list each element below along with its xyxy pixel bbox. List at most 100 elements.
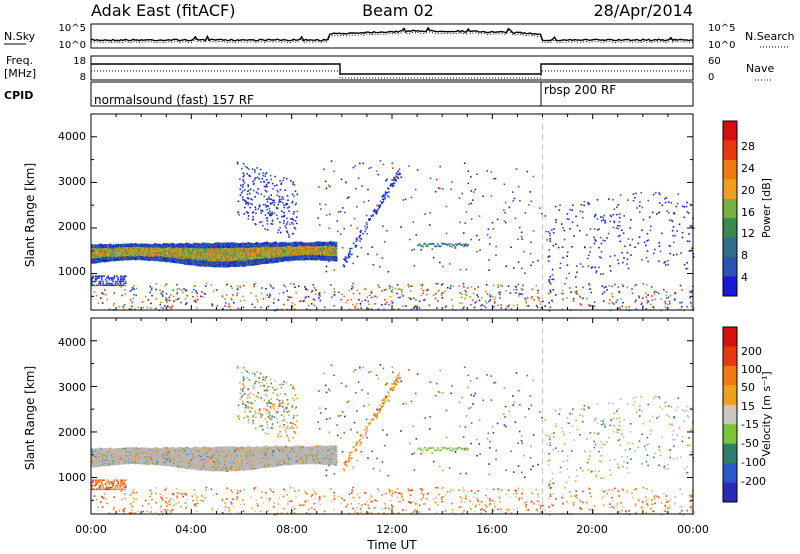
power-cell [101, 251, 104, 253]
power-cell [130, 243, 133, 246]
power-cell [102, 257, 104, 259]
power-cell [211, 253, 213, 256]
power-cell [95, 248, 97, 251]
power-cell [214, 252, 217, 255]
power-cell [211, 248, 213, 251]
power-cell [190, 243, 192, 246]
power-cell [118, 255, 120, 257]
power-cell [188, 259, 190, 262]
power-cell [211, 261, 213, 263]
power-cell [98, 243, 100, 246]
power-cell [199, 252, 201, 255]
power-cell [170, 260, 173, 262]
power-cell [167, 258, 169, 261]
power-cell [121, 254, 124, 257]
power-cell [186, 261, 189, 263]
power-cell [169, 258, 171, 260]
power-cell [125, 253, 127, 256]
power-cell [256, 245, 258, 248]
power-cell [129, 251, 132, 254]
power-cell [210, 259, 212, 262]
power-cell [276, 258, 278, 260]
power-cell [242, 260, 244, 262]
power-cell [213, 247, 215, 249]
power-cell [98, 260, 101, 262]
power-cell [103, 249, 105, 252]
power-cell [137, 245, 140, 247]
power-cell [236, 264, 239, 267]
power-cell [260, 247, 262, 250]
power-cell [123, 258, 126, 260]
power-cell [181, 245, 183, 248]
power-cell [166, 245, 169, 247]
power-cell [139, 258, 141, 261]
power-cell [123, 253, 126, 256]
power-cell [169, 256, 171, 258]
power-cell [126, 253, 128, 255]
power-cell [211, 249, 213, 252]
power-cell [206, 254, 209, 256]
power-cell [213, 264, 216, 266]
power-cell [249, 257, 251, 259]
power-cell [165, 256, 168, 259]
power-cell [193, 263, 196, 266]
power-cell [108, 259, 111, 261]
power-cell [264, 259, 267, 261]
power-cell [162, 251, 164, 253]
power-cell [101, 246, 104, 248]
power-cell [126, 254, 128, 257]
power-cell [112, 248, 114, 251]
power-cell [249, 256, 251, 259]
power-cell [277, 244, 279, 247]
power-cell [197, 256, 199, 259]
power-cell [93, 257, 96, 259]
power-cell [183, 256, 185, 259]
power-cell [278, 248, 280, 250]
power-cell [277, 256, 279, 259]
power-cell [221, 242, 224, 244]
power-cell [190, 245, 192, 248]
power-cell [172, 253, 175, 255]
power-cell [151, 258, 154, 260]
power-cell [268, 259, 270, 262]
power-cell [237, 255, 240, 258]
power-cell [199, 243, 201, 245]
power-cell [134, 254, 137, 256]
power-cell [217, 249, 219, 252]
power-cell [164, 260, 167, 263]
power-cell [145, 253, 147, 255]
power-cell [194, 244, 197, 246]
power-cell [262, 252, 264, 255]
power-cell [195, 262, 198, 265]
power-cell [272, 245, 275, 248]
power-cell [189, 252, 191, 254]
power-cell [117, 252, 119, 255]
power-cell [218, 259, 220, 261]
power-cell [228, 243, 231, 246]
power-cell [234, 248, 236, 251]
power-cell [219, 256, 221, 258]
power-cell [165, 250, 168, 253]
power-cell [272, 253, 275, 255]
power-cell [244, 264, 247, 266]
power-cell [111, 257, 113, 260]
power-cell [245, 245, 248, 247]
power-cell [161, 256, 163, 258]
power-cell [142, 247, 145, 249]
power-cell [123, 252, 126, 255]
power-cell [226, 257, 228, 259]
power-cell [169, 252, 171, 254]
power-cell [236, 256, 239, 258]
power-cell [214, 250, 217, 253]
power-cell [91, 249, 94, 251]
power-cell [262, 258, 264, 260]
power-cell [186, 254, 189, 256]
power-cell [184, 260, 187, 263]
power-cell [220, 250, 223, 252]
power-cell [191, 258, 193, 261]
power-cell [250, 256, 253, 259]
power-cell [112, 244, 114, 247]
power-cell [224, 242, 226, 245]
power-cell [195, 255, 198, 258]
power-cell [105, 257, 107, 259]
